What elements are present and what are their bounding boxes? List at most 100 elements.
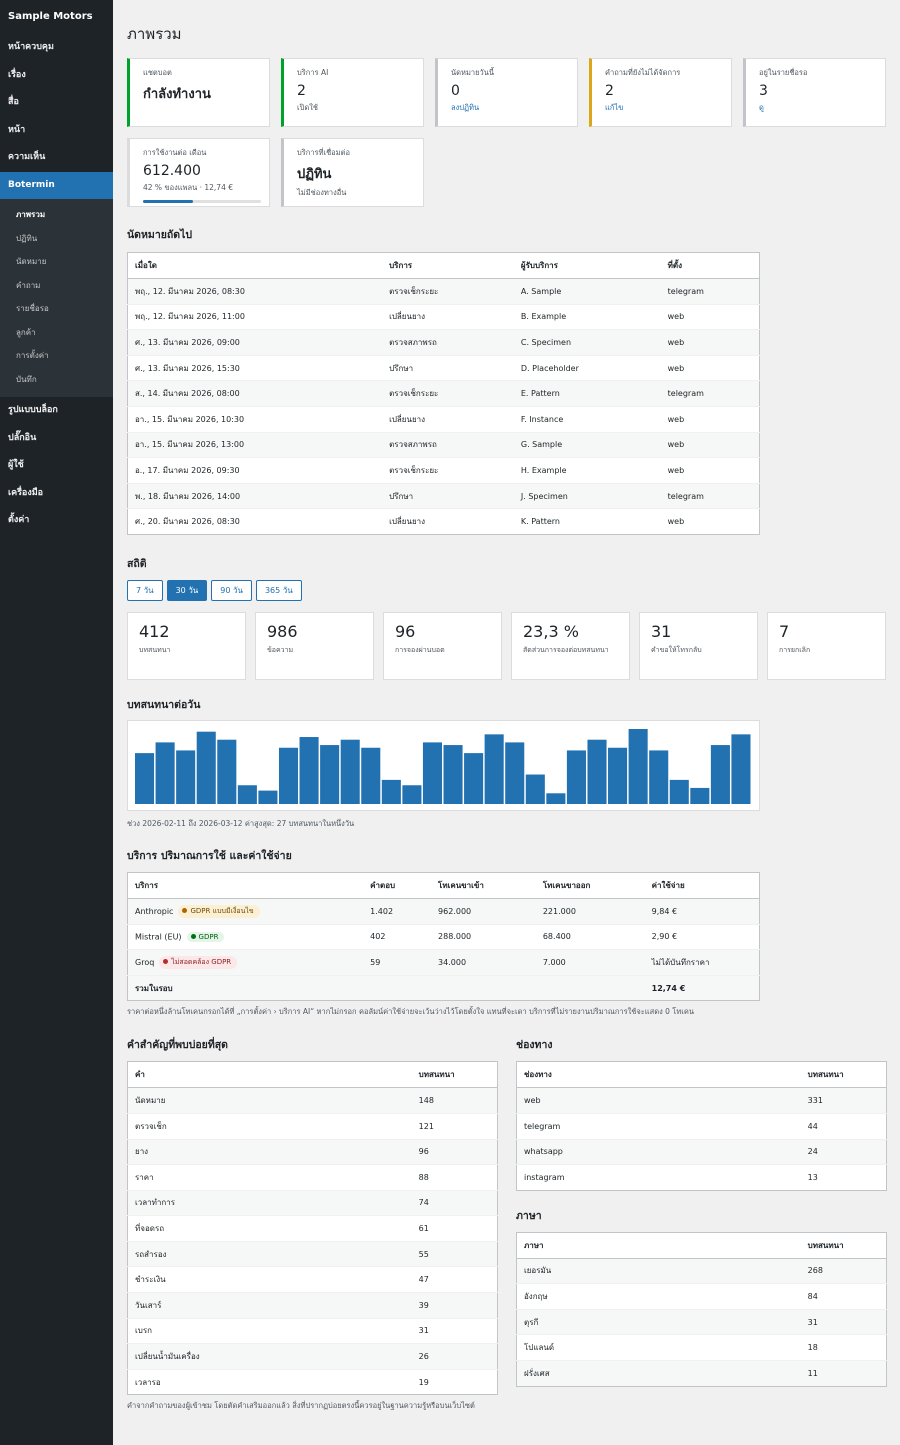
table-row: เวลาทำการ 74 bbox=[127, 1189, 498, 1216]
chart-bar bbox=[237, 785, 257, 804]
chart-bar bbox=[381, 779, 401, 804]
stat-label: การจองผ่านบอต bbox=[395, 645, 445, 654]
card-sub: 42 % ของแพลน · 12,74 € bbox=[143, 183, 234, 192]
table-row: ฝรั่งเศส 11 bbox=[516, 1360, 887, 1387]
chart-bar bbox=[196, 731, 216, 804]
sidebar-item[interactable]: เครื่องมือ bbox=[8, 487, 44, 498]
site-name[interactable]: Sample Motors bbox=[8, 11, 93, 22]
service-cell: Groq ไม่สอดคล้อง GDPR bbox=[127, 949, 364, 976]
table-cell: H. Example bbox=[513, 457, 661, 484]
chart-bar bbox=[608, 747, 628, 804]
column-header: บริการ bbox=[127, 872, 364, 899]
daily-conversations-chart bbox=[127, 719, 760, 811]
table-row: ส., 14. มีนาคม 2026, 08:00 ตรวจเช็กระยะ E.… bbox=[127, 380, 760, 407]
table-row: ราคา 88 bbox=[127, 1164, 498, 1191]
card-value: 3 bbox=[759, 83, 768, 99]
stat-label: คำขอให้โทรกลับ bbox=[651, 645, 702, 654]
period-tab[interactable]: 7 วัน bbox=[127, 579, 163, 601]
period-tab[interactable]: 30 วัน bbox=[166, 579, 208, 601]
sidebar-item[interactable]: หน้าควบคุม bbox=[8, 42, 54, 52]
column-header: บทสนทนา bbox=[800, 1061, 887, 1089]
chart-note: ช่วง 2026-02-11 ถึง 2026-03-12 ค่าสูงสุด… bbox=[127, 818, 355, 828]
usage-progress-bar bbox=[143, 200, 261, 203]
period-tab[interactable]: 90 วัน bbox=[211, 579, 252, 601]
sidebar-item[interactable]: สื่อ bbox=[8, 97, 19, 107]
appointments-table: เมื่อใด บริการ ผู้รับบริการ ที่ตั้ง พฤ., 12… bbox=[127, 252, 760, 535]
submenu-item[interactable]: บันทึก bbox=[16, 374, 37, 384]
sidebar-item-botermin[interactable]: Botermin bbox=[0, 171, 113, 199]
sidebar-item[interactable]: เรื่อง bbox=[8, 69, 26, 80]
sidebar-item[interactable]: ปลั๊กอิน bbox=[8, 432, 37, 443]
chart-bar bbox=[525, 774, 545, 804]
gdpr-badge: GDPR แบบมีเงื่อนไข bbox=[178, 904, 260, 918]
keywords-title: คำสำคัญที่พบบ่อยที่สุด bbox=[127, 1039, 228, 1052]
table-cell: B. Example bbox=[513, 303, 661, 330]
services-note: ราคาต่อหนึ่งล้านโทเคนกรอกได้ที่ „การตั้ง… bbox=[127, 1007, 694, 1017]
table-cell: พฤ., 12. มีนาคม 2026, 11:00 bbox=[127, 303, 383, 330]
main-content: ภาพรวม แชตบอต กำลังทำงาน บริการ AI 2 เปิดใช้… bbox=[113, 0, 900, 1445]
table-cell: อังกฤษ bbox=[516, 1283, 801, 1310]
sidebar-item[interactable]: ความเห็น bbox=[8, 152, 46, 162]
submenu-item[interactable]: ปฏิทิน bbox=[16, 233, 38, 243]
table-cell: อา., 15. มีนาคม 2026, 10:30 bbox=[127, 405, 383, 433]
table-row: Anthropic GDPR แบบมีเงื่อนไข 1.402 962.000 2… bbox=[127, 897, 760, 925]
table-cell: ปรึกษา bbox=[382, 354, 514, 381]
submenu-item[interactable]: การตั้งค่า bbox=[16, 351, 49, 360]
table-cell: 34.000 bbox=[431, 949, 536, 976]
table-cell: 148 bbox=[411, 1087, 498, 1114]
card-label: การใช้งานต่อ เดือน bbox=[143, 148, 207, 157]
table-cell: ตรวจเช็กระยะ bbox=[382, 278, 514, 305]
status-cards: แชตบอต กำลังทำงาน บริการ AI 2 เปิดใช้ นัดหมาย… bbox=[127, 58, 886, 207]
table-cell: D. Placeholder bbox=[513, 354, 661, 381]
table-cell: web bbox=[660, 431, 760, 458]
card-value: 612.400 bbox=[143, 163, 201, 179]
sidebar-item[interactable]: หน้า bbox=[8, 124, 26, 135]
chart-bar bbox=[566, 750, 586, 804]
table-cell: web bbox=[660, 405, 760, 433]
table-cell: ปรึกษา bbox=[382, 482, 514, 509]
stat-card: 31 คำขอให้โทรกลับ bbox=[639, 611, 758, 680]
table-cell: เวลารอ bbox=[127, 1368, 412, 1395]
submenu-item[interactable]: ภาพรวม bbox=[16, 210, 46, 219]
submenu-item[interactable]: คำถาม bbox=[16, 280, 41, 290]
total-cost: 12,74 € bbox=[644, 974, 760, 1001]
card-sub: ไม่มีช่องทางอื่น bbox=[297, 188, 347, 197]
chart-bar bbox=[361, 747, 381, 804]
table-row: รถสำรอง 55 bbox=[127, 1240, 498, 1267]
card-link[interactable]: ลงปฏิทิน bbox=[451, 103, 480, 112]
table-cell: 331 bbox=[800, 1087, 887, 1114]
status-card: บริการที่เชื่อมต่อ ปฏิทิน ไม่มีช่องทางอื่น bbox=[281, 138, 424, 207]
column-header: ที่ตั้ง bbox=[660, 252, 760, 279]
chart-bar bbox=[731, 734, 751, 804]
table-cell: เวลาทำการ bbox=[127, 1189, 412, 1216]
table-cell: ตรวจเช็กระยะ bbox=[382, 380, 514, 407]
chart-bar bbox=[710, 745, 730, 804]
table-cell: A. Sample bbox=[513, 278, 661, 305]
status-card: บริการ AI 2 เปิดใช้ bbox=[281, 58, 424, 127]
table-row: นัดหมาย 148 bbox=[127, 1087, 498, 1114]
table-cell: web bbox=[660, 508, 760, 535]
card-value: กำลังทำงาน bbox=[143, 87, 211, 102]
submenu-item[interactable]: ลูกค้า bbox=[16, 327, 36, 337]
card-link[interactable]: แก้ไข bbox=[605, 103, 624, 112]
sidebar-item[interactable]: ผู้ใช้ bbox=[8, 460, 24, 470]
total-label: รวมในรอบ bbox=[127, 974, 364, 1001]
appointments-title: นัดหมายถัดไป bbox=[127, 229, 193, 241]
table-cell: ราคา bbox=[127, 1164, 412, 1191]
period-tab[interactable]: 365 วัน bbox=[255, 579, 302, 601]
table-cell: ตุรกี bbox=[516, 1308, 801, 1335]
card-sub: เปิดใช้ bbox=[297, 103, 318, 112]
sidebar-item[interactable]: รูปแบบบล็อก bbox=[8, 405, 58, 415]
card-label: แชตบอต bbox=[143, 68, 172, 77]
languages-title: ภาษา bbox=[516, 1209, 542, 1222]
table-row: ศ., 13. มีนาคม 2026, 15:30 ปรึกษา D. Place… bbox=[127, 354, 760, 381]
table-row: Mistral (EU) GDPR 402 288.000 68.400 2,90 € bbox=[127, 923, 760, 950]
card-link[interactable]: ดู bbox=[759, 103, 764, 112]
table-row: ตรวจเช็ก 121 bbox=[127, 1112, 498, 1139]
sidebar-item[interactable]: ตั้งค่า bbox=[8, 515, 30, 525]
usage-progress-fill bbox=[143, 200, 193, 203]
languages-table: ภาษา บทสนทนา เยอรมัน 268 อังกฤษ 84 ตุรกี 31 โปแ… bbox=[516, 1231, 887, 1387]
empty-cell bbox=[431, 974, 536, 1001]
submenu-item[interactable]: นัดหมาย bbox=[16, 257, 47, 266]
submenu-item[interactable]: รายชื่อรอ bbox=[16, 304, 49, 313]
